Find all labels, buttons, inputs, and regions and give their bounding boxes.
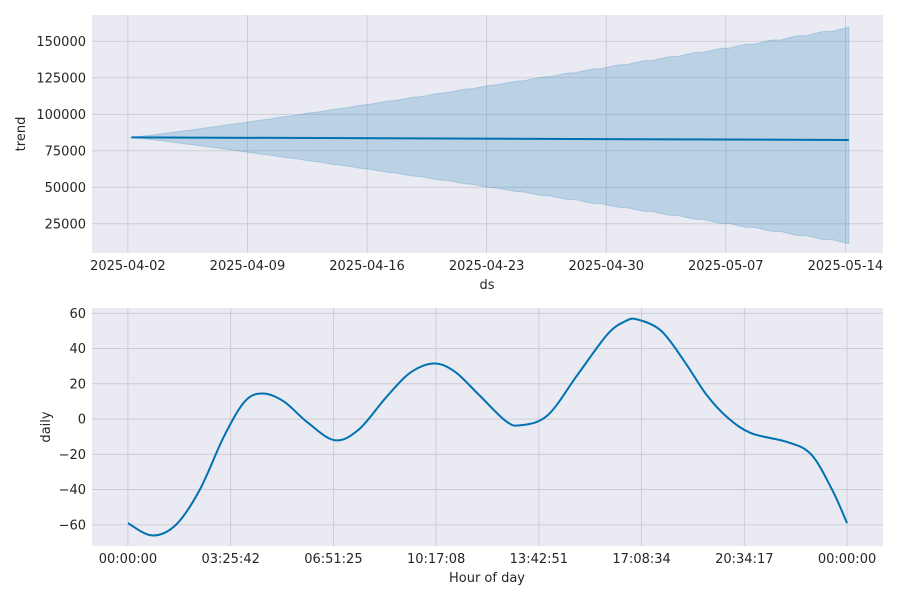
daily-x-ticks: 00:00:00 03:25:42 06:51:25 10:17:08 13:42:51… — [99, 552, 876, 567]
trend-y-tick-label: 150000 — [36, 35, 86, 50]
trend-x-tick-label: 2025-05-14 — [808, 259, 884, 274]
daily-x-tick-label: 03:25:42 — [201, 552, 259, 567]
trend-x-tick-label: 2025-05-07 — [688, 259, 764, 274]
daily-x-tick-label: 17:08:34 — [612, 552, 670, 567]
trend-y-tick-label: 100000 — [36, 108, 86, 123]
trend-x-tick-label: 2025-04-16 — [329, 259, 405, 274]
trend-uncertainty-band — [131, 26, 850, 245]
daily-y-tick-label: 20 — [69, 377, 86, 392]
daily-x-tick-label: 10:17:08 — [407, 552, 465, 567]
daily-grid — [92, 308, 883, 546]
daily-x-tick-label: 06:51:25 — [304, 552, 362, 567]
daily-y-tick-label: 40 — [69, 342, 86, 357]
daily-y-axis-label: daily — [39, 411, 54, 442]
trend-x-axis-label: ds — [479, 278, 494, 293]
trend-x-ticks: 2025-04-02 2025-04-09 2025-04-16 2025-04-23… — [90, 259, 883, 274]
trend-x-tick-label: 2025-04-30 — [568, 259, 644, 274]
daily-line — [127, 317, 848, 537]
daily-y-tick-label: −20 — [59, 448, 86, 463]
trend-chart: 2025-04-02 2025-04-09 2025-04-16 2025-04-23… — [14, 15, 883, 293]
trend-x-tick-label: 2025-04-23 — [449, 259, 525, 274]
trend-y-tick-label: 125000 — [36, 71, 86, 86]
trend-y-tick-label: 75000 — [45, 144, 86, 159]
daily-x-tick-label: 13:42:51 — [510, 552, 568, 567]
trend-y-tick-label: 50000 — [45, 181, 86, 196]
daily-y-tick-label: 0 — [78, 413, 86, 428]
daily-x-axis-label: Hour of day — [449, 571, 525, 586]
daily-y-ticks: −60 −40 −20 0 20 40 60 — [59, 307, 86, 534]
daily-y-tick-label: −60 — [59, 518, 86, 533]
daily-y-tick-label: 60 — [69, 307, 86, 322]
daily-chart: 00:00:00 03:25:42 06:51:25 10:17:08 13:42:51… — [39, 307, 883, 586]
trend-x-tick-label: 2025-04-02 — [90, 259, 166, 274]
trend-y-axis-label: trend — [14, 117, 29, 152]
daily-x-tick-label: 00:00:00 — [99, 552, 157, 567]
daily-x-tick-label: 20:34:17 — [715, 552, 773, 567]
trend-plot-area — [92, 15, 883, 253]
trend-x-tick-label: 2025-04-09 — [210, 259, 286, 274]
daily-y-tick-label: −40 — [59, 483, 86, 498]
trend-line — [131, 136, 849, 141]
trend-grid — [92, 15, 883, 253]
trend-y-tick-label: 25000 — [45, 217, 86, 232]
daily-x-tick-label: 00:00:00 — [818, 552, 876, 567]
trend-y-ticks: 25000 50000 75000 100000 125000 150000 — [36, 35, 86, 233]
daily-plot-area — [92, 308, 883, 546]
